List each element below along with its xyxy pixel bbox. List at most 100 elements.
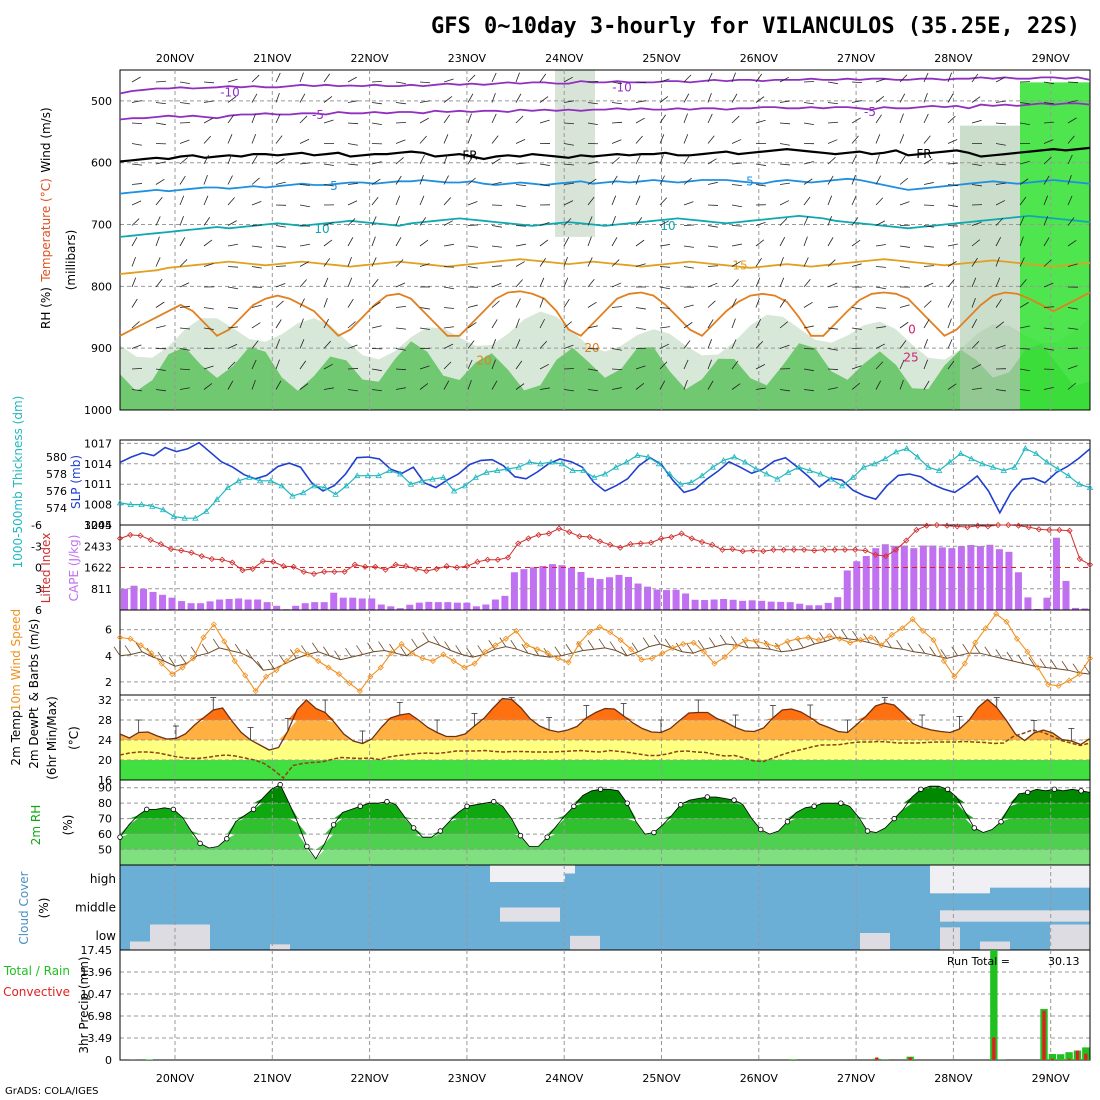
- wind-barb: [203, 195, 209, 206]
- wind-barb: [371, 389, 382, 392]
- wind-barb: [683, 322, 693, 329]
- wind-speed-point: [116, 634, 124, 641]
- wind-barb: [971, 184, 982, 187]
- precip-conv-label: Convective: [3, 985, 70, 999]
- wind-barb: [1043, 327, 1054, 330]
- wind-barb: [227, 380, 234, 390]
- wind-barb: [1043, 175, 1050, 185]
- wind-barb: [347, 389, 358, 392]
- wind-speed-point: [857, 637, 864, 644]
- thickness-point: [181, 514, 188, 521]
- top-date-label: 24NOV: [545, 52, 584, 65]
- thickness-point: [397, 470, 404, 477]
- wind-barb: [467, 322, 477, 329]
- wind-barb: [131, 143, 142, 146]
- cape-bar: [406, 604, 414, 610]
- thickness-point: [418, 477, 425, 484]
- wind-speed-point: [137, 642, 144, 649]
- li-point: [321, 568, 328, 575]
- wind-barb: [334, 650, 341, 660]
- wind-speed-point: [565, 659, 572, 666]
- li-point: [504, 554, 512, 561]
- wind-barb: [803, 389, 814, 392]
- wind-barb: [275, 135, 283, 144]
- wind-barb: [491, 380, 498, 390]
- thickness-tick-label: 580: [46, 451, 67, 464]
- wind-barb: [563, 344, 574, 349]
- wind-speed-point: [179, 664, 186, 671]
- cape-bar: [938, 547, 946, 610]
- contour-label: 5: [746, 174, 754, 188]
- li-point: [749, 547, 757, 554]
- wind-barb: [227, 343, 238, 349]
- li-point: [678, 530, 685, 537]
- thickness-point: [1022, 445, 1029, 451]
- wind-barb: [131, 183, 142, 185]
- li-point: [331, 568, 338, 575]
- wind-speed-point: [972, 639, 979, 646]
- wind-barb: [155, 216, 161, 226]
- wind-barb: [587, 196, 595, 206]
- contour-label: 20: [476, 354, 491, 368]
- rh-point: [784, 819, 791, 825]
- wind-barb: [251, 266, 262, 269]
- wind-barb: [697, 640, 705, 650]
- li-point: [545, 530, 552, 537]
- thickness-point: [440, 474, 447, 480]
- wind-barb: [971, 119, 982, 124]
- rh-point: [1025, 789, 1031, 796]
- top-date-label: 29NOV: [1032, 52, 1071, 65]
- contour-label: -5: [864, 105, 876, 119]
- wind-barb: [124, 645, 132, 655]
- wind-barb: [203, 327, 214, 330]
- wind-barb: [635, 81, 647, 84]
- wind-barb: [940, 649, 948, 659]
- wind-barb: [203, 154, 209, 165]
- rh-point: [330, 822, 337, 828]
- wind-barb: [664, 638, 672, 649]
- thickness-point: [343, 482, 350, 489]
- wind-barb: [755, 163, 766, 166]
- wind-barb: [1019, 348, 1031, 350]
- bottom-date-labels: 20NOV 21NOV 22NOV 23NOV 24NOV 25NOV 26NOV 27NOV…: [156, 1072, 1070, 1085]
- wind-barb: [929, 646, 937, 656]
- wind-barb: [395, 237, 402, 247]
- thickness-point: [386, 467, 393, 473]
- wind-barb: [563, 277, 569, 288]
- thickness-point: [752, 465, 760, 472]
- wind-barb: [923, 92, 928, 103]
- wind-barb: [971, 73, 979, 83]
- wind-barb: [515, 138, 526, 144]
- thickness-line: [119, 447, 1091, 519]
- wind-barb: [659, 244, 670, 247]
- wind-speed-point: [440, 651, 447, 658]
- li-point: [882, 553, 889, 560]
- wind-barb: [611, 175, 618, 185]
- wind-barb: [395, 175, 402, 185]
- wind-barb: [1067, 117, 1077, 124]
- wind-barb: [611, 121, 623, 124]
- wind-barb: [755, 364, 766, 370]
- wind-barb: [971, 96, 981, 103]
- wind-barb: [899, 177, 908, 185]
- cloud-row-label-high: high: [90, 872, 116, 886]
- wind-barb: [631, 642, 639, 653]
- wind-barb: [1006, 651, 1014, 662]
- wind-barb: [467, 74, 476, 83]
- slp-tick-label: 1005: [84, 519, 112, 532]
- li-point: [402, 563, 409, 570]
- wind-barb: [1067, 217, 1075, 226]
- precip-conv-bar: [1075, 1050, 1080, 1060]
- wind-barb: [609, 641, 617, 651]
- cape-bar: [748, 600, 756, 610]
- wind-barb: [755, 73, 763, 83]
- wind-barb: [168, 657, 176, 667]
- wind-barb: [443, 266, 455, 268]
- wind-barb: [635, 239, 645, 247]
- wind-barb: [444, 641, 452, 651]
- precip-tick-label: 13.96: [81, 966, 113, 979]
- cape-bar: [244, 599, 252, 610]
- wind-barb: [659, 307, 670, 309]
- wind-speed-point: [763, 640, 770, 648]
